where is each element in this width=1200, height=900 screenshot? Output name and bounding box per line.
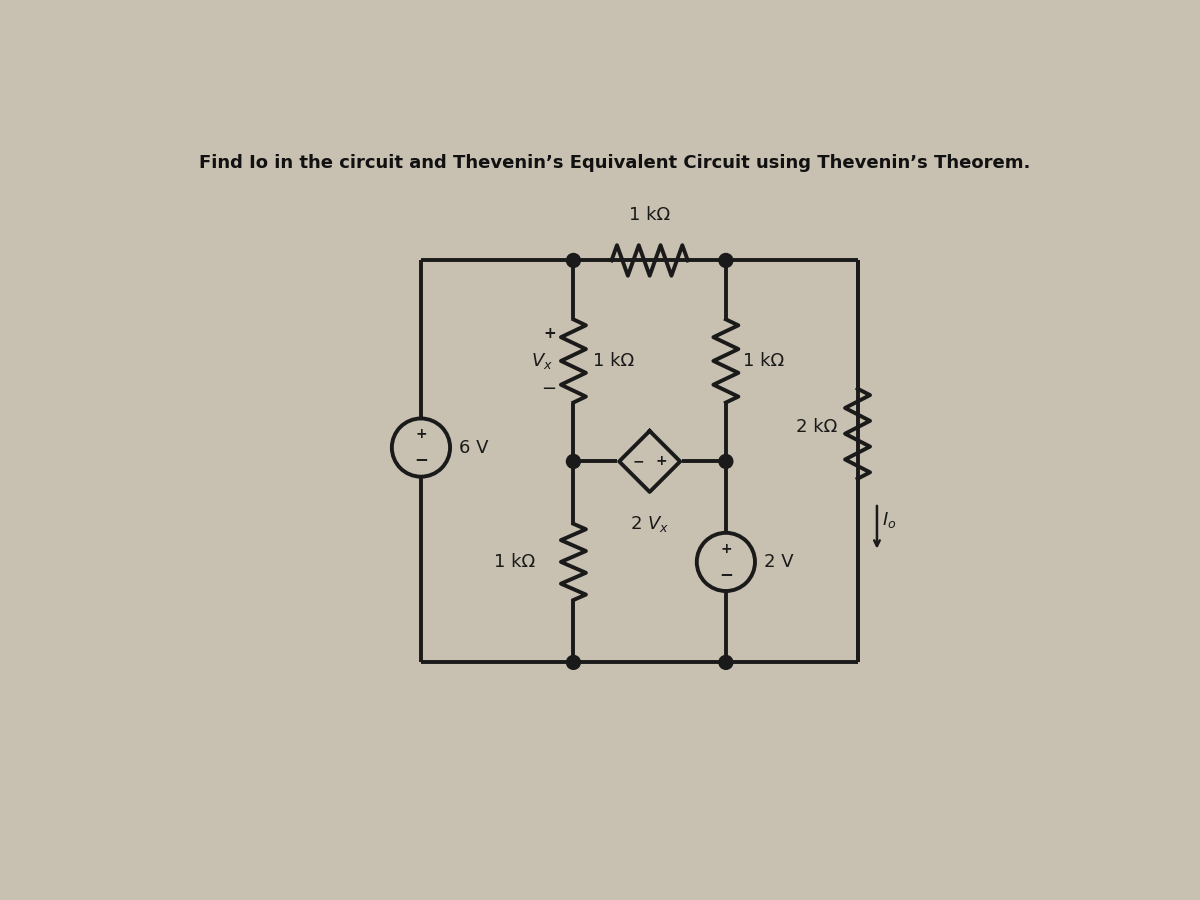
Text: +: +	[720, 542, 732, 556]
Text: −: −	[541, 380, 556, 398]
Text: 1 kΩ: 1 kΩ	[494, 553, 535, 571]
Text: 2 $V_x$: 2 $V_x$	[630, 514, 670, 534]
Text: 2 kΩ: 2 kΩ	[796, 418, 836, 436]
Text: +: +	[655, 454, 667, 468]
Text: 1 kΩ: 1 kΩ	[743, 352, 785, 370]
Text: 2 V: 2 V	[764, 553, 793, 571]
Text: 1 kΩ: 1 kΩ	[593, 352, 634, 370]
Text: $I_o$: $I_o$	[882, 510, 896, 530]
Text: −: −	[719, 564, 733, 582]
Text: 1 kΩ: 1 kΩ	[629, 206, 671, 224]
Circle shape	[566, 655, 581, 670]
Circle shape	[566, 454, 581, 468]
Text: −: −	[414, 450, 428, 468]
Circle shape	[566, 254, 581, 267]
Text: 6 V: 6 V	[460, 438, 488, 456]
Circle shape	[719, 254, 733, 267]
Circle shape	[719, 655, 733, 670]
Text: Find Io in the circuit and Thevenin’s Equivalent Circuit using Thevenin’s Theore: Find Io in the circuit and Thevenin’s Eq…	[199, 155, 1031, 173]
Text: −: −	[632, 454, 644, 468]
Text: $V_x$: $V_x$	[530, 351, 553, 371]
Text: +: +	[544, 326, 556, 341]
Circle shape	[719, 454, 733, 468]
Text: +: +	[415, 428, 427, 442]
